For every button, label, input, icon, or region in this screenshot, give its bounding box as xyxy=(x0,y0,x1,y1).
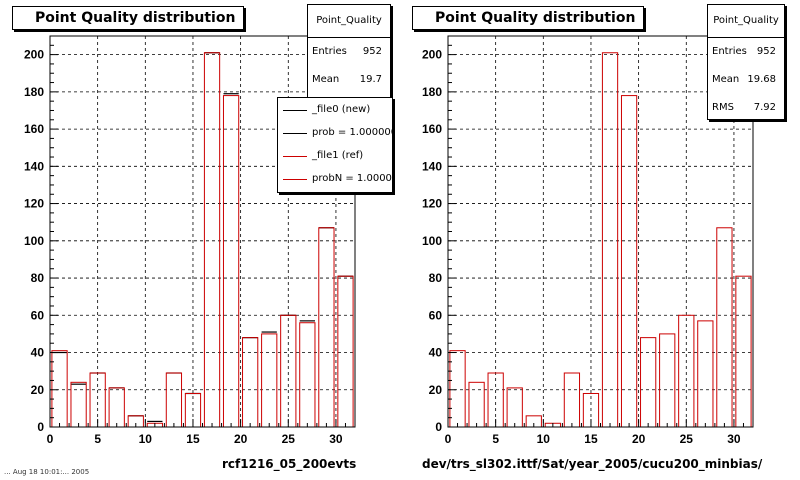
stat-value: 952 xyxy=(756,46,776,57)
left-y-tick-label: 160 xyxy=(24,122,44,136)
legend-label: _file1 (ref) xyxy=(312,150,364,161)
left-x-tick-label: 0 xyxy=(47,432,54,446)
left-panel-title: Point Quality distribution xyxy=(12,6,244,30)
legend-swatch-new xyxy=(283,110,307,111)
right-y-tick-label: 120 xyxy=(422,197,442,211)
right-panel-title-text: Point Quality distribution xyxy=(435,10,636,26)
left-stats-box: Point_Quality Entries 952 Mean 19.7 xyxy=(307,4,391,98)
right-x-tick-label: 15 xyxy=(584,432,598,446)
right-y-tick-label: 80 xyxy=(429,271,443,285)
left-y-tick-label: 40 xyxy=(31,346,45,360)
left-stats-name: Point_Quality xyxy=(308,5,390,38)
left-y-tick-label: 180 xyxy=(24,85,44,99)
legend-entry: prob = 1.000000 xyxy=(278,123,393,145)
right-x-tick-label: 10 xyxy=(537,432,551,446)
left-x-tick-label: 30 xyxy=(329,432,343,446)
left-y-tick-label: 0 xyxy=(37,420,44,434)
right-x-tick-label: 0 xyxy=(445,432,452,446)
stat-key: Entries xyxy=(312,46,347,57)
left-y-tick-label: 120 xyxy=(24,197,44,211)
right-y-tick-label: 20 xyxy=(429,383,443,397)
stat-key: Mean xyxy=(712,74,740,85)
right-stats-rms: RMS 7.92 xyxy=(708,94,784,122)
stat-value: 19.7 xyxy=(359,74,382,85)
legend-label: _file0 (new) xyxy=(312,104,371,115)
right-y-tick-label: 100 xyxy=(422,234,442,248)
left-x-tick-label: 20 xyxy=(234,432,248,446)
timestamp: ... Aug 18 10:01:... 2005 xyxy=(4,468,90,476)
right-y-tick-label: 60 xyxy=(429,308,443,322)
left-x-tick-label: 5 xyxy=(94,432,101,446)
legend-entry: _file1 (ref) xyxy=(278,146,392,168)
left-y-tick-label: 20 xyxy=(31,383,45,397)
right-x-caption: dev/trs_sl302.ittf/Sat/year_2005/cucu200… xyxy=(422,457,763,471)
right-x-tick-label: 25 xyxy=(680,432,694,446)
left-x-tick-label: 10 xyxy=(139,432,153,446)
left-y-tick-label: 200 xyxy=(24,48,44,62)
right-panel-title: Point Quality distribution xyxy=(412,6,644,30)
left-stats-entries: Entries 952 xyxy=(308,38,390,66)
right-y-tick-label: 0 xyxy=(435,420,442,434)
stat-key: Entries xyxy=(712,46,747,57)
legend-label: probN = 1.000000 xyxy=(312,173,392,184)
stat-value: 7.92 xyxy=(753,102,776,113)
legend-entry: probN = 1.000000 xyxy=(278,169,392,191)
legend-entry: _file0 (new) xyxy=(278,100,392,122)
right-y-tick-label: 160 xyxy=(422,122,442,136)
stat-key: RMS xyxy=(712,102,734,113)
legend: _file0 (new) prob = 1.000000 _file1 (ref… xyxy=(277,97,393,193)
right-x-tick-label: 20 xyxy=(632,432,646,446)
left-y-tick-label: 140 xyxy=(24,159,44,173)
legend-swatch-ref xyxy=(283,156,307,157)
left-y-tick-label: 80 xyxy=(31,271,45,285)
right-y-tick-label: 180 xyxy=(422,85,442,99)
left-x-caption: rcf1216_05_200evts xyxy=(222,457,357,471)
left-y-tick-label: 100 xyxy=(24,234,44,248)
legend-swatch-ref xyxy=(283,179,307,180)
right-y-tick-label: 40 xyxy=(429,346,443,360)
right-stats-name: Point_Quality xyxy=(708,5,784,38)
legend-label: prob = 1.000000 xyxy=(312,127,393,138)
right-y-tick-label: 200 xyxy=(422,48,442,62)
left-y-tick-label: 60 xyxy=(31,308,45,322)
left-x-tick-label: 15 xyxy=(186,432,200,446)
stat-value: 19.68 xyxy=(747,74,776,85)
right-stats-entries: Entries 952 xyxy=(708,38,784,66)
right-x-tick-label: 30 xyxy=(727,432,741,446)
right-stats-box: Point_Quality Entries 952 Mean 19.68 RMS… xyxy=(707,4,785,120)
right-stats-mean: Mean 19.68 xyxy=(708,66,784,94)
right-x-tick-label: 5 xyxy=(492,432,499,446)
left-panel-title-text: Point Quality distribution xyxy=(35,10,236,26)
stat-key: Mean xyxy=(312,74,340,85)
left-x-tick-label: 25 xyxy=(282,432,296,446)
legend-swatch-new xyxy=(283,133,307,134)
stat-value: 952 xyxy=(362,46,382,57)
left-stats-mean: Mean 19.7 xyxy=(308,66,390,94)
right-plot-area xyxy=(448,36,753,427)
right-y-tick-label: 140 xyxy=(422,159,442,173)
